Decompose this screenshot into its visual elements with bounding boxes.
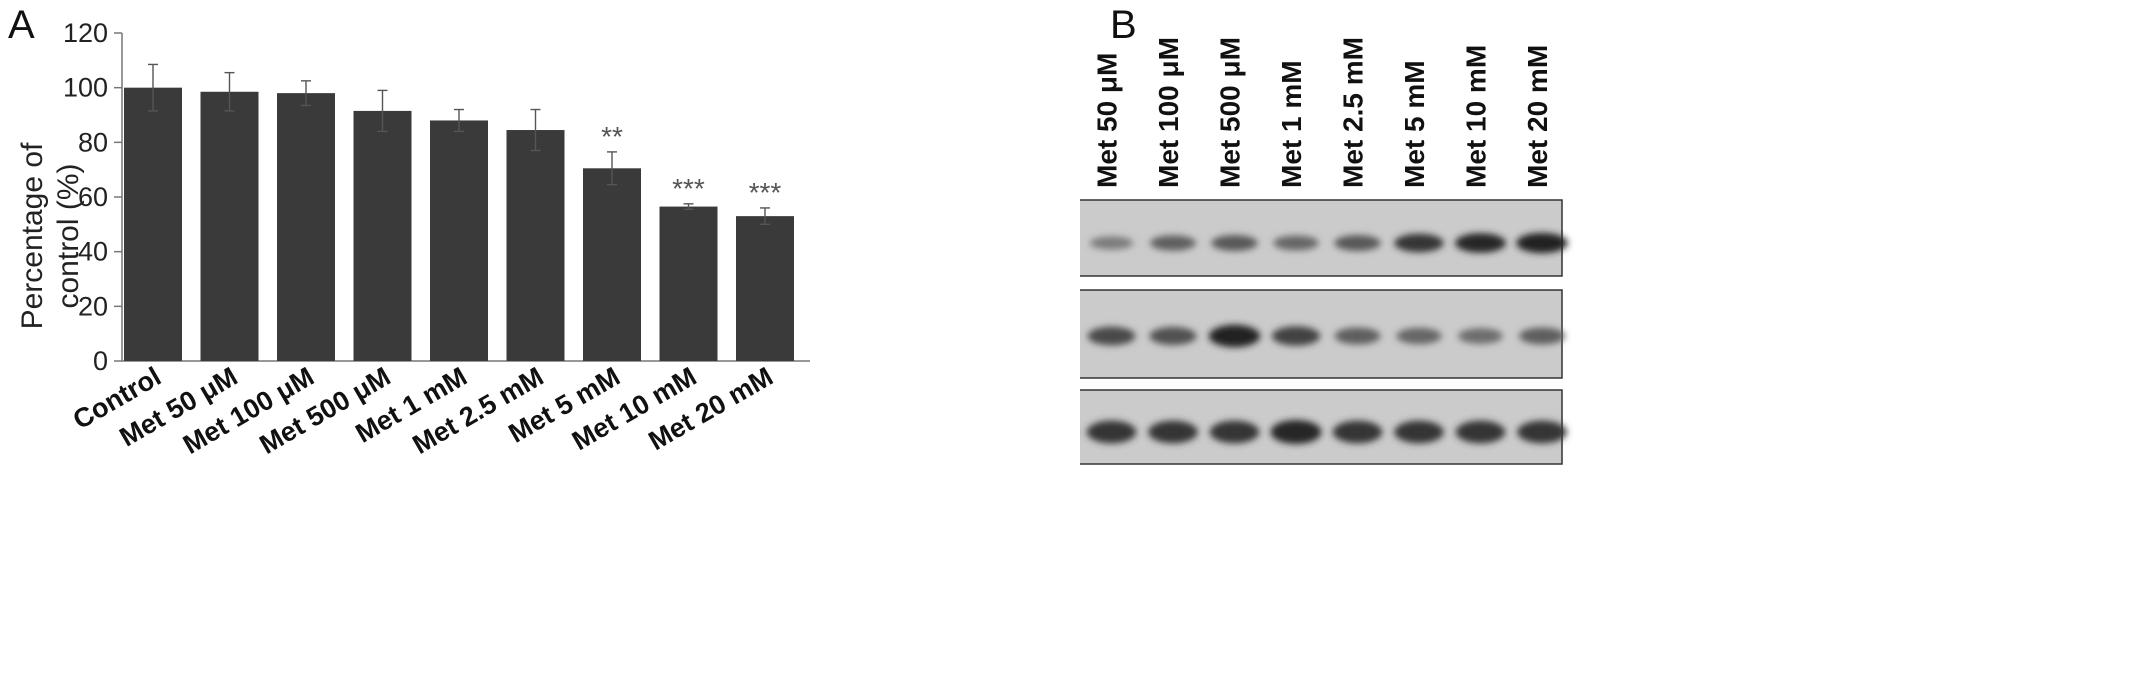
y-tick-label: 60 xyxy=(78,182,108,212)
bar xyxy=(736,216,794,361)
lane-label: Met 1 mM xyxy=(1276,60,1307,188)
bar xyxy=(200,91,259,362)
blot-band xyxy=(1519,327,1565,345)
blot-band xyxy=(1334,327,1381,345)
lane-label: Met 5 mM xyxy=(1399,60,1430,188)
lane-label: Met 2.5 mM xyxy=(1338,37,1369,188)
blot-band xyxy=(1516,232,1568,254)
error-bar xyxy=(683,203,694,211)
error-bars xyxy=(148,63,770,226)
blot-band xyxy=(1087,326,1136,346)
blot-row: AMPK xyxy=(1080,289,1565,379)
blot-band xyxy=(1271,326,1321,346)
significance-mark: ** xyxy=(601,121,623,152)
blot-band xyxy=(1394,420,1444,444)
significance-marks: ***** *** xyxy=(601,121,781,208)
blot-rows: p-AMPKThr172 AMPK β-actin xyxy=(1080,199,1568,465)
blot-band xyxy=(1150,235,1196,251)
significance-mark: *** xyxy=(749,177,782,208)
panel-b-label: B xyxy=(1110,3,1137,47)
lane-label: Met 500 μM xyxy=(1215,37,1246,188)
blot-band xyxy=(1089,236,1134,250)
blot-band xyxy=(1332,420,1383,444)
y-tick-label: 40 xyxy=(78,237,108,267)
blot-band xyxy=(1458,328,1503,344)
y-tick-label: 0 xyxy=(93,346,108,376)
lane-label: Met 10 mM xyxy=(1461,45,1492,188)
bar xyxy=(659,206,718,361)
lane-label: Met 100 μM xyxy=(1153,37,1184,188)
significance-mark: *** xyxy=(672,173,705,204)
bar xyxy=(124,87,182,362)
blot-band xyxy=(1455,420,1506,444)
blot-row: p-AMPKThr172 xyxy=(1080,199,1568,277)
bar xyxy=(277,93,335,361)
bar xyxy=(430,120,488,361)
blot-band xyxy=(1208,324,1261,348)
lane-label: Met 20 mM xyxy=(1522,45,1553,188)
blot-band xyxy=(1270,420,1322,444)
bar xyxy=(583,168,641,361)
y-tick-label: 120 xyxy=(63,18,108,48)
error-bar xyxy=(377,89,388,133)
bars xyxy=(124,87,794,362)
blot-band xyxy=(1334,235,1381,251)
blot-row: β-actin xyxy=(1080,389,1567,465)
blot-band xyxy=(1273,235,1319,251)
lane-label: Met 50 μM xyxy=(1092,53,1123,188)
y-axis-label-line2: control (%) xyxy=(52,163,85,308)
error-bar xyxy=(454,108,464,133)
blot-band xyxy=(1148,420,1198,444)
y-tick-label: 100 xyxy=(63,73,108,103)
y-tick-label: 20 xyxy=(78,291,108,321)
error-bar xyxy=(301,80,311,107)
error-bar xyxy=(760,207,770,226)
blot-band xyxy=(1211,235,1258,251)
blot-band xyxy=(1394,233,1444,253)
bar xyxy=(353,110,412,362)
y-tick-label: 80 xyxy=(78,127,108,157)
blot-band xyxy=(1517,420,1567,444)
blot-band xyxy=(1086,420,1137,444)
y-ticks: 0 20 40 60 80 100 120 xyxy=(63,18,122,376)
blot-band xyxy=(1209,420,1260,444)
blot-band xyxy=(1396,327,1442,345)
blot-band xyxy=(1455,233,1506,253)
bar-chart-panel: A Percentage of control (%) 0 20 40 60 80 100… xyxy=(8,3,810,460)
error-bar xyxy=(224,71,235,112)
y-axis-label-line1: Percentage of xyxy=(16,142,49,329)
panel-a-label: A xyxy=(8,3,35,47)
blot-band xyxy=(1149,326,1197,346)
error-bar xyxy=(530,108,541,152)
error-bar xyxy=(148,63,158,112)
bar xyxy=(506,130,565,361)
error-bar xyxy=(607,151,617,186)
